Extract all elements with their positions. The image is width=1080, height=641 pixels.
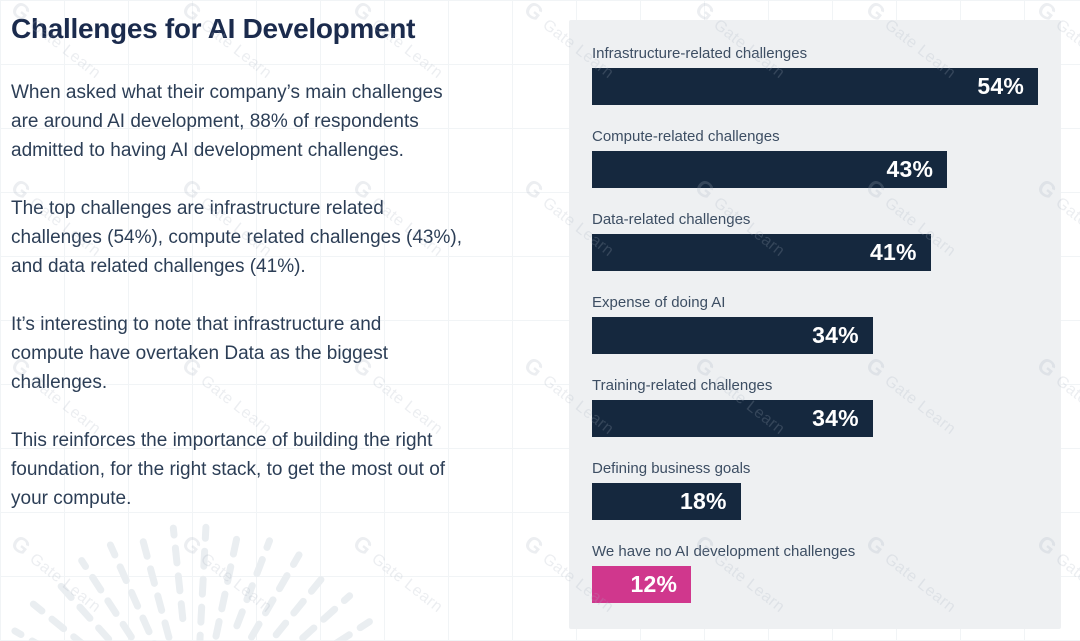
bar-category-label: Compute-related challenges — [592, 128, 780, 145]
bar-chart-panel: Infrastructure-related challenges 54% Co… — [569, 20, 1061, 629]
bar: 41% — [592, 234, 931, 271]
bar-value-label: 43% — [886, 156, 934, 182]
chart-row: Compute-related challenges 43% — [592, 128, 1038, 188]
bar: 54% — [592, 68, 1038, 105]
bar-value-label: 34% — [812, 405, 859, 431]
bar-value-label: 54% — [977, 73, 1024, 99]
bar: 43% — [592, 151, 948, 188]
text-column: Challenges for AI Development When asked… — [11, 12, 531, 542]
bar-category-label: Data-related challenges — [592, 211, 751, 228]
observation-paragraph: It’s interesting to note that infrastruc… — [11, 314, 389, 393]
gate-learn-watermark: GGate Learn — [348, 530, 450, 618]
watermark-text: Gate Learn — [26, 550, 104, 617]
bar-value-label: 18% — [680, 488, 727, 514]
gate-learn-watermark: GGate Learn — [177, 530, 279, 618]
bar-category-label: Infrastructure-related challenges — [592, 45, 808, 62]
top-challenges-paragraph: The top challenges are infrastructure re… — [11, 198, 462, 277]
chart-row: Defining business goals 18% — [592, 460, 1038, 520]
bar-category-label: Training-related challenges — [592, 377, 773, 394]
bar-category-label: Expense of doing AI — [592, 294, 726, 311]
bar-value-label: 12% — [630, 571, 678, 597]
conclusion-paragraph: This reinforces the importance of buildi… — [11, 430, 446, 509]
watermark-text: Gate Learn — [368, 550, 446, 617]
gate-learn-watermark: GGate Learn — [6, 530, 108, 618]
bar-category-label: Defining business goals — [592, 460, 751, 477]
bar: 18% — [592, 483, 741, 520]
chart-row: Expense of doing AI 34% — [592, 294, 1038, 354]
chart-row: Infrastructure-related challenges 54% — [592, 45, 1038, 105]
watermark-text: Gate Learn — [197, 550, 275, 617]
bar-category-label: We have no AI development challenges — [592, 543, 856, 560]
bar-value-label: 41% — [869, 239, 917, 265]
bar: 34% — [592, 400, 873, 437]
bar-chart-rows: Infrastructure-related challenges 54% Co… — [592, 45, 1038, 603]
chart-row: We have no AI development challenges 12% — [592, 543, 1038, 603]
chart-row: Data-related challenges 41% — [592, 211, 1038, 271]
page-title: Challenges for AI Development — [11, 13, 416, 44]
bar-value-label: 34% — [812, 322, 859, 348]
bar: 34% — [592, 317, 873, 354]
chart-row: Training-related challenges 34% — [592, 377, 1038, 437]
intro-paragraph: When asked what their company’s main cha… — [11, 82, 443, 161]
bar: 12% — [592, 566, 692, 603]
